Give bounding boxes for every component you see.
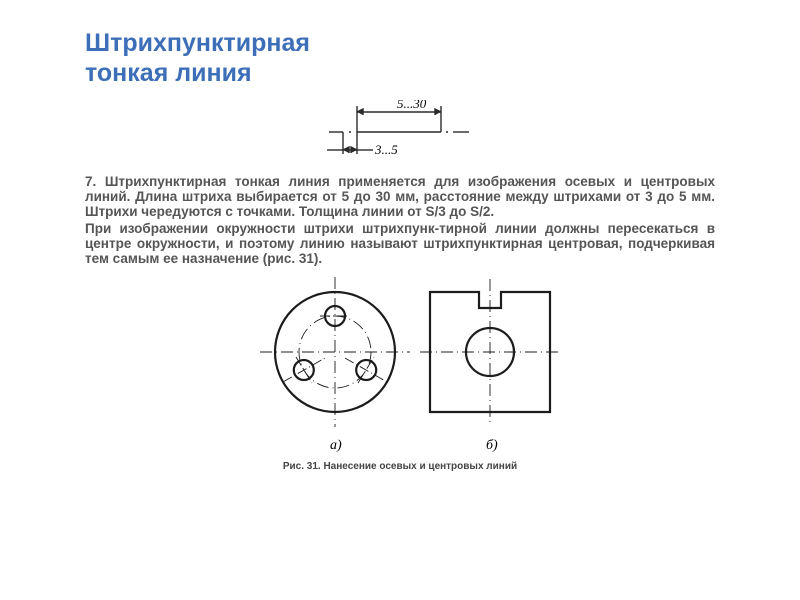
figure-caption: Рис. 31. Нанесение осевых и центровых ли… — [85, 461, 715, 472]
dim-top-label: 5...30 — [397, 100, 427, 111]
title-line-2: тонкая линия — [85, 59, 252, 87]
sublabel-a: а) — [330, 438, 342, 453]
dim-bottom-label: 3...5 — [374, 142, 398, 157]
sublabel-b: б) — [486, 438, 498, 453]
title: Штрихпунктирная тонкая линия — [85, 28, 715, 88]
paragraph-1: 7. Штрихпунктирная тонкая линия применяе… — [85, 174, 715, 219]
figure-31: а) б) — [220, 262, 580, 457]
paragraph-2: При изображении окружности штрихи штрихп… — [85, 221, 715, 266]
dash-dimension-diagram: 5...30 3...5 — [325, 100, 475, 160]
title-line-1: Штрихпунктирная — [85, 29, 310, 57]
